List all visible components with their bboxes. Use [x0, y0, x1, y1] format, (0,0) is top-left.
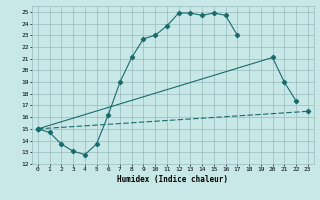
X-axis label: Humidex (Indice chaleur): Humidex (Indice chaleur) — [117, 175, 228, 184]
